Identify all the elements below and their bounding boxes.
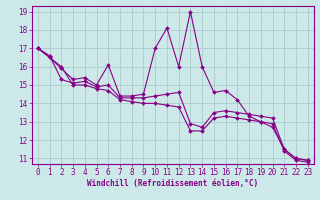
X-axis label: Windchill (Refroidissement éolien,°C): Windchill (Refroidissement éolien,°C) bbox=[87, 179, 258, 188]
